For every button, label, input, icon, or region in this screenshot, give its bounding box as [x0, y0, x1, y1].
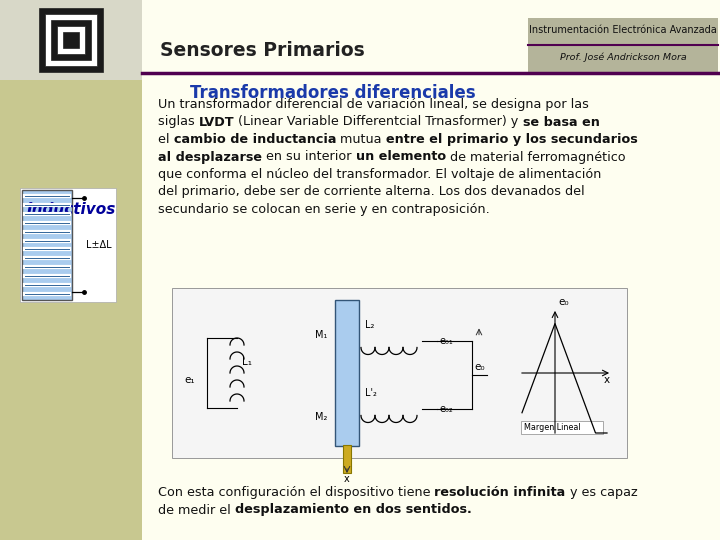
Text: y es capaz: y es capaz — [566, 486, 637, 499]
Text: LVDT: LVDT — [199, 116, 235, 129]
Text: resolución infinita: resolución infinita — [434, 486, 566, 499]
Text: Con esta configuración el dispositivo tiene: Con esta configuración el dispositivo ti… — [158, 486, 434, 499]
Text: M₂: M₂ — [315, 411, 328, 422]
Text: x: x — [604, 375, 610, 385]
Text: que conforma el núcleo del transformador. El voltaje de alimentación: que conforma el núcleo del transformador… — [158, 168, 601, 181]
Bar — [39, 8, 103, 72]
Bar — [51, 20, 91, 60]
Text: e₀₁: e₀₁ — [439, 335, 453, 346]
Text: Instrumentación Electrónica Avanzada: Instrumentación Electrónica Avanzada — [529, 25, 717, 36]
Text: mutua: mutua — [336, 133, 385, 146]
Text: desplazamiento en dos sentidos.: desplazamiento en dos sentidos. — [235, 503, 472, 516]
Text: Margen Lineal: Margen Lineal — [524, 423, 580, 432]
Text: al desplazarse: al desplazarse — [158, 151, 262, 164]
Text: x: x — [344, 474, 350, 484]
Text: Un transformador diferencial de variación lineal, se designa por las: Un transformador diferencial de variació… — [158, 98, 589, 111]
Bar — [0, 0, 142, 540]
Bar — [63, 32, 79, 48]
Text: de material ferromagnético: de material ferromagnético — [446, 151, 625, 164]
Bar — [57, 26, 85, 54]
Text: Sensores Primarios: Sensores Primarios — [160, 40, 365, 59]
Text: e₀₂: e₀₂ — [439, 403, 453, 414]
Bar — [0, 0, 142, 80]
Text: e₀: e₀ — [558, 297, 569, 307]
Text: L'₂: L'₂ — [365, 388, 377, 397]
Text: en su interior: en su interior — [262, 151, 356, 164]
Bar — [20, 188, 116, 302]
Bar — [343, 445, 351, 473]
Text: e₁: e₁ — [184, 375, 194, 385]
Text: Transformadores diferenciales: Transformadores diferenciales — [190, 84, 476, 102]
Bar — [528, 18, 718, 72]
Text: siglas: siglas — [158, 116, 199, 129]
Bar — [335, 300, 359, 446]
Text: M₁: M₁ — [315, 329, 328, 340]
Text: cambio de inductancia: cambio de inductancia — [174, 133, 336, 146]
Text: secundario se colocan en serie y en contraposición.: secundario se colocan en serie y en cont… — [158, 203, 490, 216]
Text: entre el primario y los secundarios: entre el primario y los secundarios — [385, 133, 637, 146]
Text: (Linear Variable Differentcial Trnasformer) y: (Linear Variable Differentcial Trnasform… — [235, 116, 523, 129]
Text: Inductivos: Inductivos — [27, 202, 116, 218]
Bar — [22, 190, 72, 300]
Text: se basa en: se basa en — [523, 116, 600, 129]
Bar — [521, 421, 603, 434]
Bar — [45, 14, 97, 66]
Text: L₂: L₂ — [365, 320, 374, 329]
Text: del primario, debe ser de corriente alterna. Los dos devanados del: del primario, debe ser de corriente alte… — [158, 186, 585, 199]
Text: el: el — [158, 133, 174, 146]
Text: de medir el: de medir el — [158, 503, 235, 516]
Text: un elemento: un elemento — [356, 151, 446, 164]
Text: L₁: L₁ — [242, 357, 252, 367]
Bar — [172, 288, 627, 458]
Text: L±ΔL: L±ΔL — [86, 240, 112, 250]
Text: Prof. José Andrickson Mora: Prof. José Andrickson Mora — [559, 53, 686, 62]
Text: e₀: e₀ — [474, 361, 485, 372]
